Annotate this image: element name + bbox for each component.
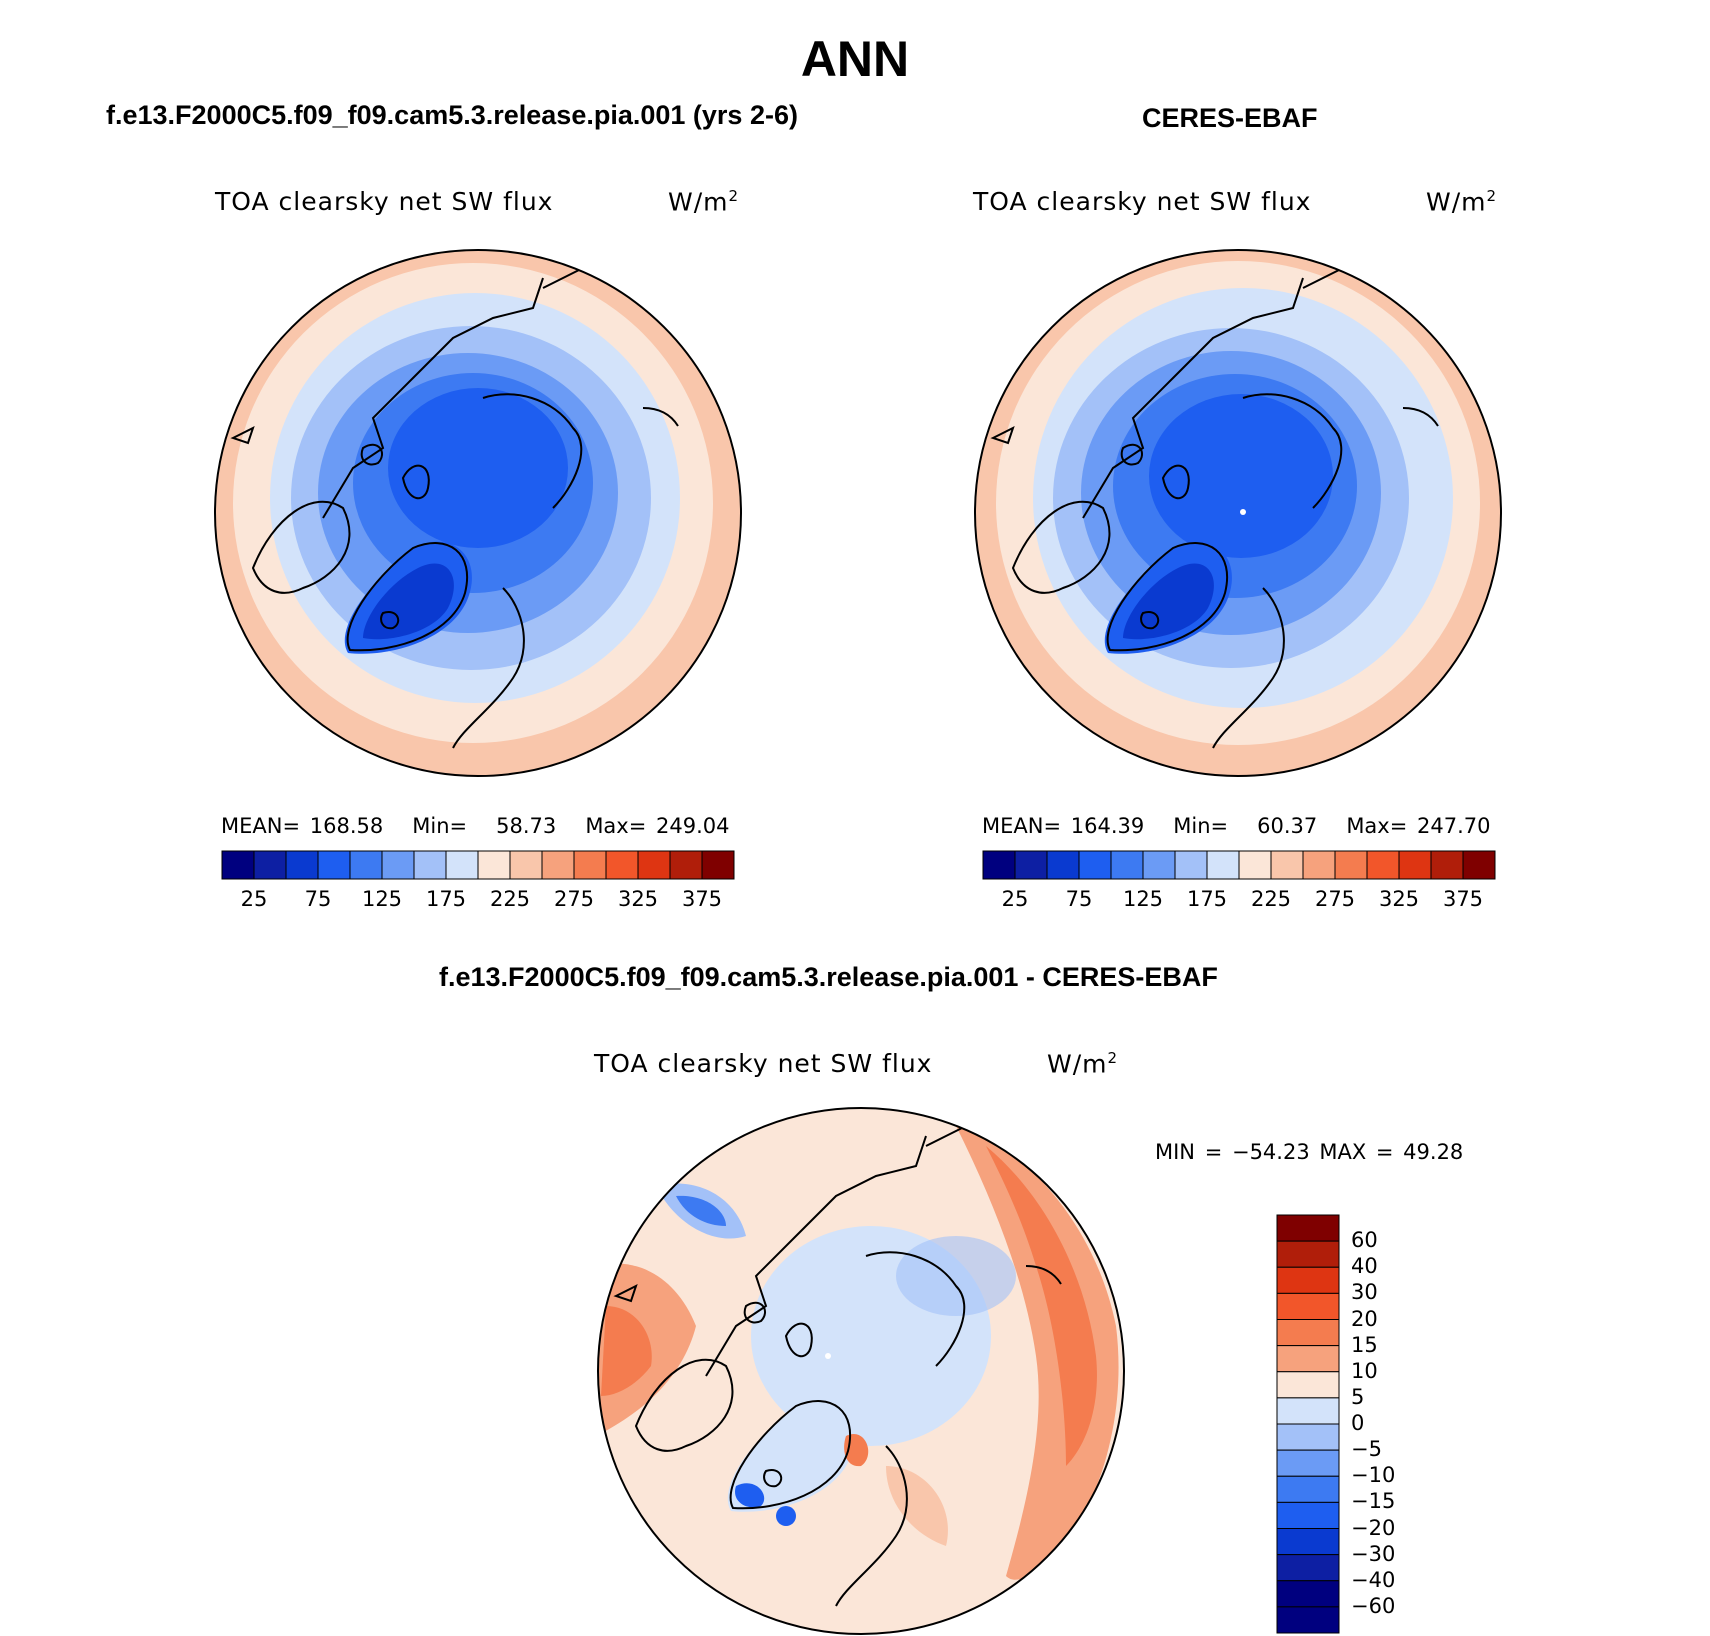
figure-title: ANN	[800, 31, 910, 87]
colorbar-tick-label: −10	[1351, 1463, 1396, 1488]
colorbar-swatch	[381, 850, 415, 880]
colorbar-swatch	[317, 850, 351, 880]
colorbar-tick-label: 10	[1351, 1358, 1378, 1383]
colorbar-swatch	[1276, 1423, 1340, 1451]
colorbar-tick-label: −30	[1351, 1541, 1396, 1566]
colorbar-swatch	[1276, 1528, 1340, 1556]
colorbar-tick-label: 125	[361, 887, 403, 911]
colorbar-swatch	[349, 850, 383, 880]
colorbar-tick-label: −15	[1351, 1489, 1396, 1514]
colorbar-tick-label: −20	[1351, 1515, 1396, 1540]
colorbar-tick-label: 60	[1351, 1228, 1378, 1253]
colorbar-swatch	[1276, 1606, 1340, 1634]
colorbar-swatch	[1078, 850, 1112, 880]
diff-polar-map	[597, 1107, 1125, 1635]
colorbar-tick-label: 225	[1250, 887, 1292, 911]
diff-variable-label: TOA clearsky net SW flux	[594, 1049, 933, 1078]
obs-panel-heading: CERES-EBAF	[1142, 103, 1318, 133]
colorbar-swatch	[1276, 1501, 1340, 1529]
colorbar-swatch	[1276, 1214, 1340, 1242]
colorbar-tick-label: −5	[1351, 1437, 1382, 1462]
colorbar-tick-label: 325	[1378, 887, 1420, 911]
diff-colorbar	[1276, 1214, 1340, 1634]
colorbar-tick-label: 125	[1122, 887, 1164, 911]
colorbar-tick-label: 75	[1065, 887, 1093, 911]
colorbar-swatch	[509, 850, 543, 880]
colorbar-tick-label: 375	[681, 887, 723, 911]
colorbar-tick-label: 175	[1186, 887, 1228, 911]
colorbar-swatch	[669, 850, 703, 880]
diff-units-label: W/m2	[1047, 1049, 1119, 1079]
colorbar-tick-label: −60	[1351, 1593, 1396, 1618]
colorbar-tick-label: 375	[1442, 887, 1484, 911]
colorbar-swatch	[1276, 1580, 1340, 1608]
model-panel-heading: f.e13.F2000C5.f09_f09.cam5.3.release.pia…	[106, 100, 798, 130]
obs-polar-map	[974, 249, 1502, 777]
colorbar-swatch	[477, 850, 511, 880]
colorbar-swatch	[1276, 1240, 1340, 1268]
colorbar-swatch	[982, 850, 1016, 880]
obs-colorbar	[982, 850, 1496, 880]
obs-units-label: W/m2	[1426, 187, 1498, 217]
colorbar-swatch	[253, 850, 287, 880]
colorbar-swatch	[605, 850, 639, 880]
diff-range-text: MIN = −54.23 MAX = 49.28	[1155, 1140, 1464, 1164]
colorbar-swatch	[1174, 850, 1208, 880]
colorbar-swatch	[1206, 850, 1240, 880]
colorbar-tick-label: 15	[1351, 1332, 1378, 1357]
colorbar-tick-label: 225	[489, 887, 531, 911]
colorbar-swatch	[1238, 850, 1272, 880]
colorbar-swatch	[413, 850, 447, 880]
model-polar-map	[214, 249, 742, 777]
diff-panel-heading: f.e13.F2000C5.f09_f09.cam5.3.release.pia…	[439, 962, 1218, 992]
colorbar-swatch	[221, 850, 255, 880]
colorbar-swatch	[541, 850, 575, 880]
colorbar-tick-label: 275	[1314, 887, 1356, 911]
obs-variable-label: TOA clearsky net SW flux	[973, 187, 1312, 216]
colorbar-swatch	[1366, 850, 1400, 880]
colorbar-swatch	[1046, 850, 1080, 880]
colorbar-tick-label: 30	[1351, 1280, 1378, 1305]
colorbar-tick-label: 75	[304, 887, 332, 911]
colorbar-swatch	[1110, 850, 1144, 880]
colorbar-swatch	[1302, 850, 1336, 880]
colorbar-swatch	[637, 850, 671, 880]
colorbar-tick-label: 40	[1351, 1254, 1378, 1279]
colorbar-swatch	[701, 850, 735, 880]
colorbar-tick-label: 25	[1001, 887, 1029, 911]
colorbar-swatch	[1430, 850, 1464, 880]
colorbar-tick-label: 0	[1351, 1411, 1365, 1435]
colorbar-swatch	[1276, 1554, 1340, 1582]
colorbar-swatch	[1462, 850, 1496, 880]
colorbar-swatch	[1276, 1397, 1340, 1425]
model-stats: MEAN= 168.58 Min= 58.73 Max= 249.04	[221, 814, 730, 838]
colorbar-tick-label: 275	[553, 887, 595, 911]
colorbar-swatch	[285, 850, 319, 880]
colorbar-swatch	[1276, 1319, 1340, 1347]
colorbar-tick-label: 25	[240, 887, 268, 911]
obs-stats: MEAN= 164.39 Min= 60.37 Max= 247.70	[982, 814, 1491, 838]
colorbar-swatch	[445, 850, 479, 880]
model-colorbar	[221, 850, 735, 880]
model-units-label: W/m2	[668, 187, 740, 217]
colorbar-tick-label: −40	[1351, 1567, 1396, 1592]
model-variable-label: TOA clearsky net SW flux	[215, 187, 554, 216]
colorbar-swatch	[1276, 1449, 1340, 1477]
colorbar-swatch	[1276, 1292, 1340, 1320]
colorbar-swatch	[1276, 1371, 1340, 1399]
colorbar-tick-label: 5	[1351, 1384, 1365, 1409]
colorbar-tick-label: 325	[617, 887, 659, 911]
colorbar-swatch	[1276, 1266, 1340, 1294]
colorbar-tick-label: 175	[425, 887, 467, 911]
colorbar-swatch	[1276, 1475, 1340, 1503]
colorbar-tick-label: 20	[1351, 1306, 1378, 1331]
colorbar-swatch	[1270, 850, 1304, 880]
colorbar-swatch	[1142, 850, 1176, 880]
colorbar-swatch	[1334, 850, 1368, 880]
colorbar-swatch	[1398, 850, 1432, 880]
colorbar-swatch	[573, 850, 607, 880]
colorbar-swatch	[1014, 850, 1048, 880]
colorbar-swatch	[1276, 1345, 1340, 1373]
